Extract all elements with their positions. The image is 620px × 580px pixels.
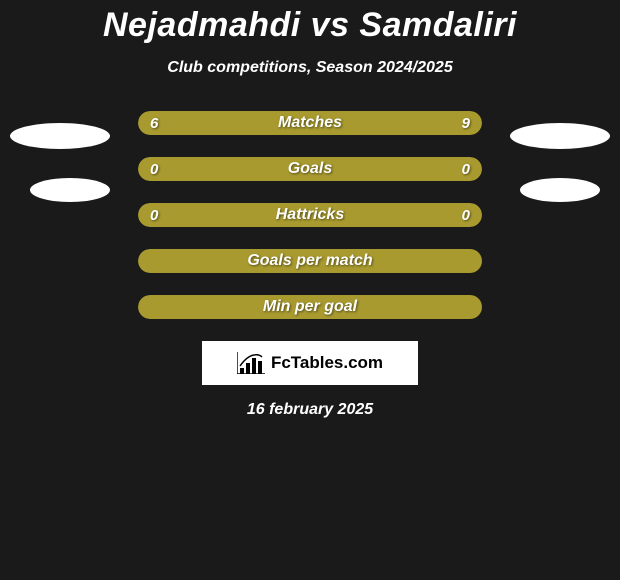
comparison-infographic: Nejadmahdi vs Samdaliri Club competition…: [0, 0, 620, 580]
decorative-cloud: [10, 123, 110, 149]
subtitle: Club competitions, Season 2024/2025: [167, 59, 452, 77]
stat-bar-left-segment: [138, 249, 482, 273]
logo-text: FcTables.com: [271, 353, 383, 373]
stat-bar-left-segment: [138, 295, 482, 319]
bar-chart-icon: [237, 352, 265, 374]
stat-bar-right-segment: [310, 157, 482, 181]
stat-bar-row: Hattricks00: [138, 203, 482, 227]
stat-bar-row: Goals00: [138, 157, 482, 181]
decorative-cloud: [30, 178, 110, 202]
page-title: Nejadmahdi vs Samdaliri: [103, 6, 517, 45]
stat-bar-left-segment: [138, 203, 310, 227]
decorative-cloud: [520, 178, 600, 202]
stat-bar-right-segment: [276, 111, 482, 135]
stat-bar-row: Goals per match: [138, 249, 482, 273]
stat-bar-left-segment: [138, 111, 276, 135]
stat-bar-row: Matches69: [138, 111, 482, 135]
logo-box: FcTables.com: [202, 341, 418, 385]
stat-bar-right-segment: [310, 203, 482, 227]
footer-date: 16 february 2025: [247, 401, 373, 419]
stat-bars: Matches69 Goals00 Hattricks00 Goals per mat…: [138, 111, 482, 319]
stat-bar-left-segment: [138, 157, 310, 181]
stat-bar-row: Min per goal: [138, 295, 482, 319]
decorative-cloud: [510, 123, 610, 149]
